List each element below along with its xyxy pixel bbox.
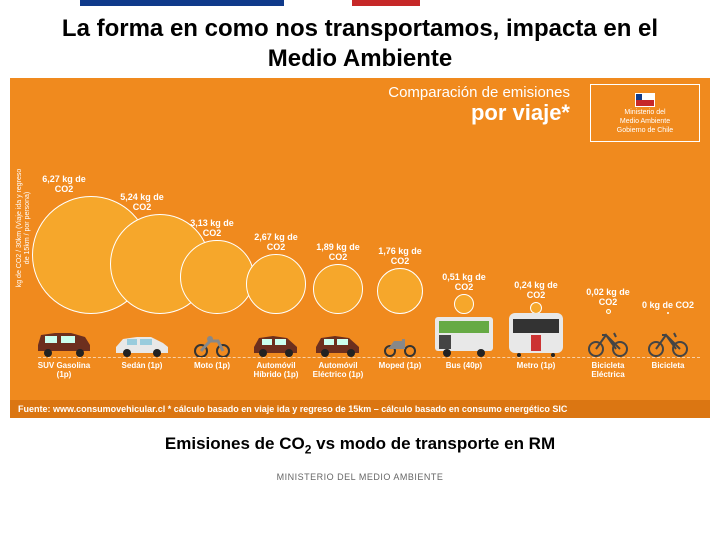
emission-circle — [313, 264, 363, 314]
emissions-chart: Comparación de emisiones por viaje* Mini… — [10, 78, 710, 418]
x-axis-labels: SUV Gasolina (1p)Sedán (1p)Moto (1p)Auto… — [38, 362, 700, 396]
emission-circle — [454, 294, 474, 314]
value-label: 2,67 kg de CO2 — [244, 233, 308, 252]
suv-icon — [32, 317, 96, 357]
value-label: 1,76 kg de CO2 — [368, 247, 432, 266]
x-label: Metro (1p) — [504, 362, 568, 371]
x-label: Moped (1p) — [368, 362, 432, 371]
sedan-icon — [110, 317, 174, 357]
x-label: Bus (40p) — [432, 362, 496, 371]
chart-item: 2,67 kg de CO2 — [244, 233, 308, 357]
value-label: 0,24 kg de CO2 — [504, 281, 568, 300]
hatch-icon — [244, 317, 308, 357]
moto-icon — [180, 317, 244, 357]
caption-post: vs modo de transporte en RM — [311, 434, 555, 453]
x-label: Bicicleta Eléctrica — [576, 362, 640, 380]
chart-item: 3,13 kg de CO2 — [180, 219, 244, 357]
chart-item: 1,76 kg de CO2 — [368, 247, 432, 357]
x-label: Moto (1p) — [180, 362, 244, 371]
emission-circle — [667, 312, 669, 314]
logo-text-2: Medio Ambiente — [620, 118, 670, 125]
emission-circle — [180, 240, 254, 314]
chart-item: 0 kg de CO2 — [636, 301, 700, 357]
page-title: La forma en como nos transportamos, impa… — [0, 6, 720, 78]
bus-icon — [432, 317, 496, 357]
chile-flag-icon — [635, 93, 655, 107]
ebike-icon — [576, 317, 640, 357]
value-label: 3,13 kg de CO2 — [180, 219, 244, 238]
value-label: 5,24 kg de CO2 — [110, 193, 174, 212]
value-label: 0,51 kg de CO2 — [432, 273, 496, 292]
value-label: 1,89 kg de CO2 — [306, 243, 370, 262]
value-label: 0 kg de CO2 — [636, 301, 700, 310]
chart-title-line2: por viaje* — [471, 100, 570, 126]
plot-area: 6,27 kg de CO25,24 kg de CO23,13 kg de C… — [38, 128, 700, 358]
chart-item: 5,24 kg de CO2 — [110, 193, 174, 357]
x-label: Sedán (1p) — [110, 362, 174, 371]
bike-icon — [636, 317, 700, 357]
chart-title-line1: Comparación de emisiones — [388, 84, 570, 101]
emission-circle — [246, 254, 306, 314]
x-label: Bicicleta — [636, 362, 700, 371]
caption-pre: Emisiones de CO — [165, 434, 305, 453]
value-label: 6,27 kg de CO2 — [32, 175, 96, 194]
moped-icon — [368, 317, 432, 357]
chart-item: 1,89 kg de CO2 — [306, 243, 370, 357]
value-label: 0,02 kg de CO2 — [576, 288, 640, 307]
footer: MINISTERIO DEL MEDIO AMBIENTE — [0, 472, 720, 482]
caption: Emisiones de CO2 vs modo de transporte e… — [0, 434, 720, 456]
x-label: Automóvil Eléctrico (1p) — [306, 362, 370, 380]
emission-circle — [606, 309, 611, 314]
x-label: Automóvil Híbrido (1p) — [244, 362, 308, 380]
source-text: Fuente: www.consumovehicular.cl * cálcul… — [10, 400, 710, 418]
chart-item: 0,51 kg de CO2 — [432, 273, 496, 357]
chart-item: 6,27 kg de CO2 — [32, 175, 96, 357]
x-label: SUV Gasolina (1p) — [32, 362, 96, 380]
chart-item: 0,02 kg de CO2 — [576, 288, 640, 357]
y-axis-label: kg de CO2 / 30km (Viaje ida y regreso de… — [16, 168, 31, 288]
hatch-icon — [306, 317, 370, 357]
metro-icon — [504, 317, 568, 357]
logo-text-1: Ministerio del — [624, 109, 665, 116]
chart-item: 0,24 kg de CO2 — [504, 281, 568, 357]
emission-circle — [377, 268, 423, 314]
